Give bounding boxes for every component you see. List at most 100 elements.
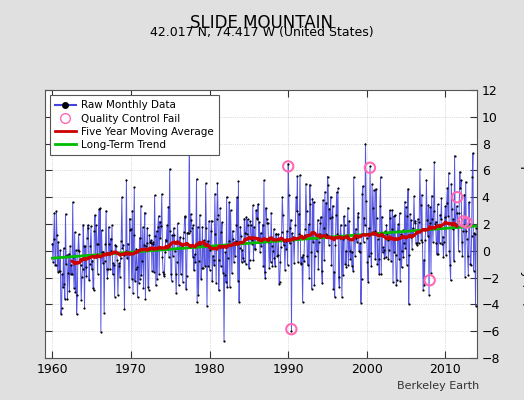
Point (163, 246, 172, 252)
Point (64, 250, 73, 257)
Point (253, 215, 261, 222)
Point (57, 311, 65, 317)
Point (421, 237, 429, 244)
Point (391, 212, 399, 218)
Point (87, 223, 95, 230)
Point (270, 226, 278, 232)
Point (412, 242, 421, 248)
Point (188, 254, 196, 260)
Point (415, 218, 423, 225)
Point (250, 246, 259, 252)
Point (192, 176, 201, 182)
Point (62, 260, 70, 267)
Point (169, 225, 178, 231)
Point (433, 201, 442, 208)
Point (365, 253, 374, 260)
Point (224, 255, 232, 261)
Point (275, 280, 283, 287)
Point (119, 252, 128, 258)
Point (117, 238, 125, 244)
Point (223, 194, 231, 200)
Point (456, 184, 465, 191)
Point (72, 311, 81, 317)
Point (237, 259, 246, 265)
Point (319, 224, 328, 231)
Point (288, 230, 296, 236)
Point (262, 205, 270, 211)
Point (253, 216, 261, 222)
Point (341, 222, 349, 228)
Point (50, 236, 58, 242)
Point (273, 253, 281, 259)
Point (96, 205, 104, 212)
Point (304, 262, 312, 268)
Point (358, 191, 366, 198)
Point (368, 205, 377, 211)
Point (460, 192, 468, 198)
Point (168, 232, 177, 238)
Point (291, 236, 299, 242)
Point (448, 205, 456, 212)
Point (321, 231, 330, 237)
Point (88, 258, 96, 264)
Point (61, 211, 70, 217)
Point (64, 270, 72, 276)
Point (425, 277, 434, 284)
Point (227, 241, 235, 248)
Point (399, 254, 408, 260)
Point (183, 230, 191, 236)
Point (430, 159, 439, 166)
Point (410, 193, 418, 200)
Point (441, 214, 449, 220)
Point (300, 231, 309, 238)
Point (143, 240, 151, 246)
Point (244, 216, 252, 222)
Point (215, 256, 224, 263)
Point (292, 194, 300, 200)
Point (190, 251, 199, 258)
Point (278, 194, 287, 200)
Point (177, 271, 185, 278)
Point (443, 200, 451, 206)
Point (264, 220, 272, 226)
Point (70, 284, 78, 291)
Point (307, 249, 315, 256)
Point (52, 208, 60, 214)
Point (450, 152, 458, 159)
Point (174, 239, 182, 246)
Point (92, 222, 101, 228)
Point (284, 163, 292, 170)
Point (462, 228, 471, 235)
Point (299, 252, 308, 258)
Point (263, 215, 271, 222)
Point (408, 246, 416, 252)
Point (182, 286, 190, 292)
Point (224, 238, 233, 244)
Point (124, 250, 133, 257)
Point (413, 240, 421, 246)
Point (433, 251, 441, 257)
Point (277, 244, 285, 250)
Point (137, 202, 145, 209)
Point (127, 226, 135, 232)
Point (237, 232, 245, 239)
Point (409, 225, 417, 232)
Point (121, 306, 129, 312)
Point (325, 241, 333, 248)
Point (99, 248, 107, 255)
Point (140, 241, 148, 248)
Point (386, 214, 395, 221)
Point (336, 235, 344, 241)
Point (443, 185, 452, 192)
Point (135, 280, 143, 286)
Point (339, 271, 347, 278)
Point (455, 210, 463, 217)
Point (407, 234, 415, 240)
Point (296, 172, 304, 178)
Point (340, 213, 348, 220)
Point (466, 261, 475, 268)
Point (113, 250, 121, 256)
Point (157, 222, 165, 229)
Point (266, 236, 274, 243)
Point (393, 277, 401, 283)
